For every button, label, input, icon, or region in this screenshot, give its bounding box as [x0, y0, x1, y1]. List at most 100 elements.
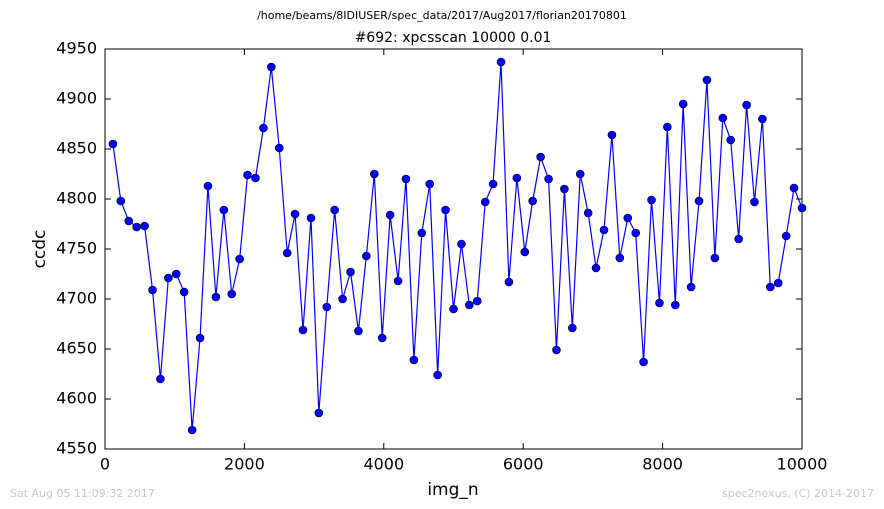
- data-point: [504, 277, 514, 287]
- data-point: [718, 113, 728, 123]
- data-point: [267, 62, 276, 72]
- data-point: [765, 282, 775, 292]
- data-point: [528, 196, 537, 206]
- data-point: [243, 170, 252, 180]
- data-point: [607, 130, 617, 140]
- data-point: [710, 253, 720, 263]
- data-point: [472, 296, 482, 306]
- data-point: [694, 196, 704, 206]
- data-point: [298, 325, 308, 335]
- data-point: [686, 282, 696, 292]
- data-point: [282, 248, 292, 258]
- x-tick-label: 10000: [777, 455, 828, 474]
- data-point: [393, 276, 403, 286]
- chart-subtitle: /home/beams/8IDIUSER/spec_data/2017/Aug2…: [257, 9, 627, 22]
- data-line: [112, 61, 803, 431]
- data-point: [773, 278, 783, 288]
- data-point: [520, 247, 530, 257]
- x-tick-label: 6000: [503, 455, 544, 474]
- data-point: [179, 287, 189, 297]
- y-tick-label: 4750: [56, 239, 97, 258]
- y-tick-label: 4650: [56, 339, 97, 358]
- data-point: [219, 205, 229, 215]
- y-tick-label: 4550: [56, 439, 97, 458]
- y-axis-label: ccdc: [30, 230, 50, 269]
- data-point: [409, 355, 419, 365]
- data-point: [259, 123, 268, 133]
- data-point: [172, 269, 181, 279]
- data-point: [591, 263, 601, 273]
- data-point: [274, 143, 284, 153]
- data-point: [441, 205, 450, 215]
- x-axis-label: img_n: [427, 480, 478, 500]
- data-point: [140, 221, 149, 231]
- data-point: [758, 114, 767, 124]
- data-point: [227, 289, 237, 299]
- data-point: [789, 183, 799, 193]
- data-point: [742, 100, 751, 110]
- data-point: [639, 357, 648, 367]
- data-point: [377, 333, 387, 343]
- data-point: [306, 213, 316, 223]
- data-point: [346, 267, 355, 277]
- data-point: [678, 99, 688, 109]
- data-point: [354, 326, 363, 336]
- y-tick-label: 4800: [56, 189, 97, 208]
- data-point: [338, 294, 347, 304]
- data-point: [615, 253, 625, 263]
- data-point: [251, 173, 260, 183]
- data-point: [488, 179, 498, 189]
- data-point: [480, 197, 490, 207]
- x-tick-label: 4000: [363, 455, 404, 474]
- y-tick-label: 4700: [56, 289, 97, 308]
- data-point: [465, 300, 474, 310]
- data-point: [702, 75, 712, 85]
- y-tick-label: 4600: [56, 389, 97, 408]
- data-point: [734, 234, 743, 244]
- data-point: [195, 333, 205, 343]
- footer-credit: spec2nexus, (C) 2014-2017: [722, 487, 874, 500]
- data-point: [370, 169, 379, 179]
- data-point: [726, 135, 735, 145]
- data-point: [124, 216, 134, 226]
- data-point: [750, 197, 759, 207]
- data-point: [599, 225, 609, 235]
- y-tick-label: 4950: [56, 39, 97, 58]
- data-point: [187, 425, 197, 435]
- data-point: [647, 195, 656, 205]
- data-point: [314, 408, 324, 418]
- data-point: [623, 213, 633, 223]
- data-point: [290, 209, 300, 219]
- data-point: [457, 239, 466, 249]
- footer-date: Sat Aug 05 11:09:32 2017: [10, 487, 155, 500]
- data-point: [385, 210, 395, 220]
- data-point: [568, 323, 577, 333]
- x-tick-label: 2000: [224, 455, 265, 474]
- data-point: [132, 222, 142, 232]
- data-point: [552, 345, 561, 355]
- data-point: [164, 273, 173, 283]
- chart-title: #692: xpcsscan 10000 0.01: [355, 30, 552, 46]
- data-point: [544, 174, 553, 184]
- data-point: [583, 208, 593, 218]
- data-point: [156, 374, 165, 384]
- data-point: [670, 300, 680, 310]
- data-point: [663, 122, 672, 132]
- data-point: [496, 57, 506, 67]
- data-point: [322, 302, 332, 312]
- x-tick-label: 0: [100, 455, 110, 474]
- data-point: [575, 169, 585, 179]
- x-tick-label: 8000: [642, 455, 683, 474]
- plot-frame: [104, 48, 803, 450]
- data-point: [401, 174, 411, 184]
- data-point: [148, 285, 157, 295]
- data-point: [203, 181, 213, 191]
- data-point: [425, 179, 435, 189]
- data-point: [797, 203, 807, 213]
- data-point: [433, 370, 442, 380]
- y-tick-label: 4850: [56, 139, 97, 158]
- y-tick-label: 4900: [56, 89, 97, 108]
- data-point: [512, 173, 522, 183]
- data-point: [560, 184, 569, 194]
